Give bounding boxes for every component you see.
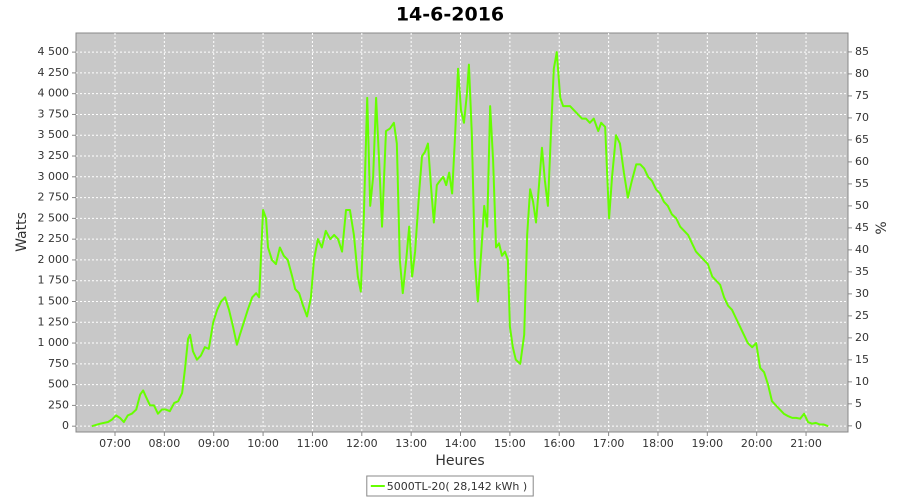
x-tick-label: 07:00 <box>99 437 131 450</box>
x-tick-label: 13:00 <box>395 437 427 450</box>
y-tick-label: 2 750 <box>38 191 70 204</box>
y-tick-label: 3 250 <box>38 149 70 162</box>
y-tick-label: 3 000 <box>38 170 70 183</box>
x-axis-label: Heures <box>435 453 484 469</box>
y2-tick-label: 0 <box>855 419 862 432</box>
legend-box <box>366 475 534 497</box>
x-tick-label: 20:00 <box>741 437 773 450</box>
x-tick-label: 19:00 <box>691 437 723 450</box>
y-tick-label: 4 000 <box>38 87 70 100</box>
y-tick-label: 250 <box>48 398 69 411</box>
x-tick-label: 14:00 <box>445 437 477 450</box>
legend-label: 5000TL-20( 28,142 kWh ) <box>387 480 527 493</box>
y2-tick-label: 10 <box>855 375 869 388</box>
y2-tick-label: 85 <box>855 45 869 58</box>
x-tick-label: 10:00 <box>247 437 279 450</box>
y2-tick-label: 25 <box>855 309 869 322</box>
x-tick-label: 12:00 <box>346 437 378 450</box>
y2-tick-label: 30 <box>855 287 869 300</box>
x-tick-label: 18:00 <box>642 437 674 450</box>
y-tick-label: 1 500 <box>38 294 70 307</box>
y2-tick-label: 35 <box>855 265 869 278</box>
y2-tick-label: 65 <box>855 133 869 146</box>
y2-tick-label: 60 <box>855 155 869 168</box>
y2-tick-label: 50 <box>855 199 869 212</box>
x-tick-label: 11:00 <box>297 437 329 450</box>
y2-tick-label: 20 <box>855 331 869 344</box>
y2-tick-label: 80 <box>855 67 869 80</box>
y-tick-label: 500 <box>48 378 69 391</box>
y-tick-label: 2 250 <box>38 232 70 245</box>
y-tick-label: 1 000 <box>38 336 70 349</box>
y2-axis-label: % <box>874 221 890 234</box>
y-tick-label: 4 500 <box>38 45 70 58</box>
x-tick-label: 17:00 <box>593 437 625 450</box>
y-tick-label: 3 750 <box>38 107 70 120</box>
y-tick-label: 3 500 <box>38 128 70 141</box>
x-tick-label: 21:00 <box>790 437 822 450</box>
legend: 5000TL-20( 28,142 kWh ) <box>366 475 534 497</box>
x-tick-label: 09:00 <box>198 437 230 450</box>
y2-tick-label: 45 <box>855 221 869 234</box>
y2-tick-label: 5 <box>855 397 862 410</box>
y-tick-label: 750 <box>48 357 69 370</box>
x-tick-label: 16:00 <box>543 437 575 450</box>
y-tick-label: 2 500 <box>38 211 70 224</box>
y-tick-label: 0 <box>62 419 69 432</box>
y-tick-label: 2 000 <box>38 253 70 266</box>
y-axis-label: Watts <box>14 212 30 252</box>
y-tick-label: 4 250 <box>38 66 70 79</box>
data-line <box>91 51 829 428</box>
y-tick-label: 1 250 <box>38 315 70 328</box>
plot-area <box>75 32 849 433</box>
y2-tick-label: 75 <box>855 89 869 102</box>
x-tick-label: 08:00 <box>149 437 181 450</box>
y2-tick-label: 70 <box>855 111 869 124</box>
chart-title: 14-6-2016 <box>396 4 504 26</box>
y2-tick-label: 40 <box>855 243 869 256</box>
y-tick-label: 1 750 <box>38 274 70 287</box>
x-tick-label: 15:00 <box>494 437 526 450</box>
y2-tick-label: 55 <box>855 177 869 190</box>
y2-tick-label: 15 <box>855 353 869 366</box>
